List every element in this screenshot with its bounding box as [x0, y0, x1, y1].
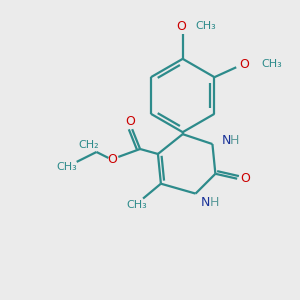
Text: N: N [200, 196, 210, 209]
Text: H: H [230, 134, 240, 147]
Text: CH₂: CH₂ [78, 140, 99, 150]
Text: O: O [239, 58, 249, 71]
Text: CH₃: CH₃ [56, 162, 77, 172]
Text: O: O [107, 153, 117, 167]
Text: O: O [176, 20, 186, 33]
Text: CH₃: CH₃ [127, 200, 148, 211]
Text: CH₃: CH₃ [261, 59, 282, 69]
Text: H: H [209, 196, 219, 209]
Text: N: N [221, 134, 231, 147]
Text: O: O [125, 115, 135, 128]
Text: CH₃: CH₃ [196, 21, 216, 31]
Text: O: O [240, 172, 250, 185]
